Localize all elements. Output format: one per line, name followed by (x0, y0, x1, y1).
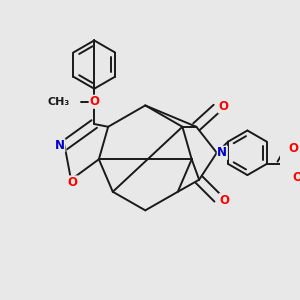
Text: O: O (292, 171, 300, 184)
Text: O: O (219, 194, 229, 207)
Text: O: O (89, 95, 99, 108)
Text: CH₃: CH₃ (48, 97, 70, 107)
Text: O: O (289, 142, 298, 154)
Text: N: N (217, 146, 227, 159)
Text: O: O (68, 176, 78, 189)
Text: O: O (218, 100, 228, 113)
Text: N: N (55, 139, 65, 152)
